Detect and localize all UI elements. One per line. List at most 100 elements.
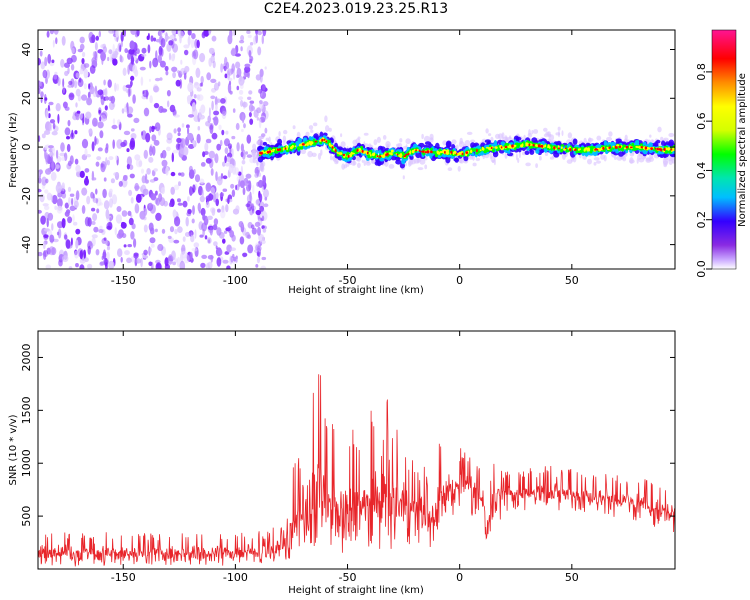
signal-speck <box>415 149 418 152</box>
noise-speck <box>261 215 265 222</box>
noise-speck <box>56 205 63 214</box>
signal-speck <box>376 155 379 158</box>
signal-halo-speck <box>259 160 266 168</box>
noise-speck <box>123 244 127 248</box>
noise-speck <box>115 214 122 224</box>
noise-speck <box>108 260 115 269</box>
noise-speck <box>184 49 189 56</box>
noise-speck <box>182 200 188 208</box>
signal-speck <box>325 140 328 143</box>
signal-speck <box>594 149 597 151</box>
noise-speck <box>68 80 73 86</box>
noise-speck <box>149 247 152 253</box>
noise-speck <box>115 48 118 56</box>
noise-speck <box>255 264 259 268</box>
signal-halo-speck <box>310 129 314 133</box>
noise-speck <box>171 30 177 35</box>
noise-speck <box>149 126 152 133</box>
noise-speck <box>63 101 67 109</box>
signal-halo-speck <box>311 152 317 157</box>
noise-speck <box>67 119 71 127</box>
signal-speck <box>560 144 565 147</box>
noise-speck <box>65 209 71 215</box>
signal-halo-speck <box>357 162 361 169</box>
noise-speck <box>74 80 78 89</box>
noise-speck <box>241 223 244 228</box>
noise-speck <box>168 52 172 61</box>
noise-speck <box>79 43 85 51</box>
noise-speck <box>126 257 132 264</box>
signal-halo-speck <box>382 135 387 140</box>
signal-speck <box>294 145 297 148</box>
signal-halo-speck <box>566 159 573 164</box>
noise-speck <box>108 101 115 111</box>
noise-speck <box>176 256 181 268</box>
noise-speck <box>107 56 110 62</box>
noise-speck <box>188 144 195 149</box>
noise-speck <box>214 153 219 164</box>
signal-speck <box>535 148 540 154</box>
noise-speck <box>177 30 181 37</box>
noise-speck <box>130 80 133 87</box>
noise-speck <box>261 118 265 123</box>
noise-speck <box>83 249 86 259</box>
noise-speck <box>217 98 221 103</box>
signal-halo-speck <box>416 157 420 164</box>
noise-speck <box>256 169 259 177</box>
noise-speck <box>238 96 244 101</box>
signal-halo-speck <box>397 142 403 148</box>
noise-speck <box>133 252 139 257</box>
noise-speck <box>253 109 259 118</box>
x-tick-label: -100 <box>223 274 248 287</box>
noise-speck <box>210 168 214 176</box>
noise-speck <box>148 261 153 267</box>
signal-speck <box>297 137 303 143</box>
noise-speck <box>116 206 122 212</box>
noise-speck <box>86 154 92 158</box>
signal-halo-speck <box>498 133 503 140</box>
signal-speck <box>424 151 427 154</box>
signal-speck <box>564 147 567 150</box>
signal-halo-speck <box>283 129 288 135</box>
signal-speck <box>494 146 497 149</box>
signal-speck <box>284 147 287 150</box>
noise-speck <box>141 53 147 57</box>
noise-speck <box>154 122 161 132</box>
noise-speck <box>196 133 201 144</box>
signal-speck <box>500 141 506 147</box>
noise-speck <box>262 30 267 37</box>
noise-speck <box>95 35 100 41</box>
noise-speck <box>44 189 49 194</box>
noise-speck <box>91 221 96 225</box>
signal-speck <box>605 149 609 155</box>
signal-speck <box>560 148 564 153</box>
noise-speck <box>193 94 197 99</box>
signal-halo-speck <box>451 139 457 145</box>
noise-speck <box>75 113 80 121</box>
noise-speck <box>246 154 253 158</box>
signal-speck <box>521 143 524 147</box>
noise-speck <box>108 156 114 161</box>
signal-speck <box>572 138 578 145</box>
noise-speck <box>219 249 223 256</box>
signal-speck <box>405 153 408 156</box>
noise-speck <box>69 193 75 197</box>
signal-speck <box>366 151 369 155</box>
noise-speck <box>168 202 173 208</box>
noise-speck <box>242 187 246 196</box>
signal-speck <box>544 144 547 148</box>
noise-speck <box>67 67 70 74</box>
signal-speck <box>347 154 350 158</box>
signal-halo-speck <box>567 132 573 139</box>
noise-speck <box>38 135 41 143</box>
signal-halo-speck <box>324 115 328 123</box>
spectrogram-x-axis-label: Height of straight line (km) <box>288 285 424 296</box>
noise-speck <box>73 200 79 209</box>
signal-halo-speck <box>531 130 534 135</box>
noise-speck <box>143 224 148 233</box>
noise-speck <box>138 160 143 167</box>
noise-speck <box>75 190 80 201</box>
noise-speck <box>154 77 161 82</box>
noise-speck <box>141 175 146 184</box>
noise-speck <box>235 61 241 69</box>
